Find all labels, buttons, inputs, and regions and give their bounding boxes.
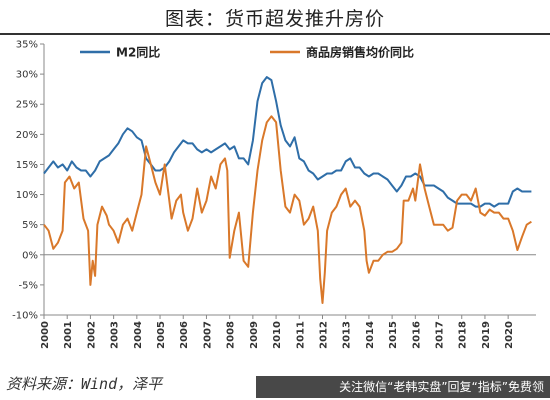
x-tick-label: 2010 (272, 321, 283, 349)
y-tick-label: 25% (16, 100, 38, 111)
series-layer (43, 76, 532, 304)
x-tick-label: 2008 (226, 321, 237, 349)
chart-axes: -10% -5% 0% 5% 10% 15% 20% 25% 30% 35% 2000 2001 200… (12, 40, 536, 349)
x-tick-label: 2009 (249, 321, 260, 349)
x-tick-label: 2006 (179, 321, 190, 349)
x-tick-label: 2004 (133, 321, 144, 349)
y-tick-label: 10% (16, 190, 38, 201)
x-tick-label: 2001 (63, 321, 74, 349)
x-tick-label: 2016 (411, 321, 422, 349)
title-rule (0, 33, 550, 35)
y-tick-label: 0% (22, 250, 38, 261)
chart-legend: M2同比 商品房销售均价同比 (80, 45, 414, 60)
series-line-house-price (43, 115, 532, 304)
y-tick-label: -10% (12, 311, 38, 322)
x-tick-label: 2020 (504, 321, 515, 349)
series-line-m2 (43, 76, 532, 208)
source-note: 资料来源：Wind，泽平 (6, 375, 163, 393)
y-tick-label: 20% (16, 130, 38, 141)
x-tick-label: 2019 (481, 321, 492, 349)
x-tick-label: 2015 (388, 321, 399, 349)
chart-title: 图表：货币超发推升房价 (164, 8, 385, 30)
y-tick-label: 35% (16, 40, 38, 51)
y-tick-label: 30% (16, 70, 38, 81)
x-tick-label: 2007 (202, 321, 213, 349)
legend-label: M2同比 (116, 45, 160, 60)
x-tick-label: 2002 (86, 321, 97, 349)
x-tick-label: 2018 (458, 321, 469, 349)
x-tick-label: 2017 (435, 321, 446, 349)
x-tick-label: 2011 (295, 321, 306, 349)
y-tick-label: 15% (16, 160, 38, 171)
x-tick-label: 2003 (110, 321, 121, 349)
x-tick-label: 2000 (40, 321, 51, 349)
y-tick-label: 5% (22, 220, 38, 231)
legend-label: 商品房销售均价同比 (306, 45, 414, 60)
x-tick-label: 2012 (318, 321, 329, 349)
y-tick-label: -5% (19, 280, 38, 291)
x-tick-label: 2013 (342, 321, 353, 349)
promo-banner: 关注微信“老韩实盘”回复“指标”免费领 (256, 376, 550, 398)
x-tick-label: 2005 (156, 321, 167, 349)
x-tick-label: 2014 (365, 321, 376, 349)
